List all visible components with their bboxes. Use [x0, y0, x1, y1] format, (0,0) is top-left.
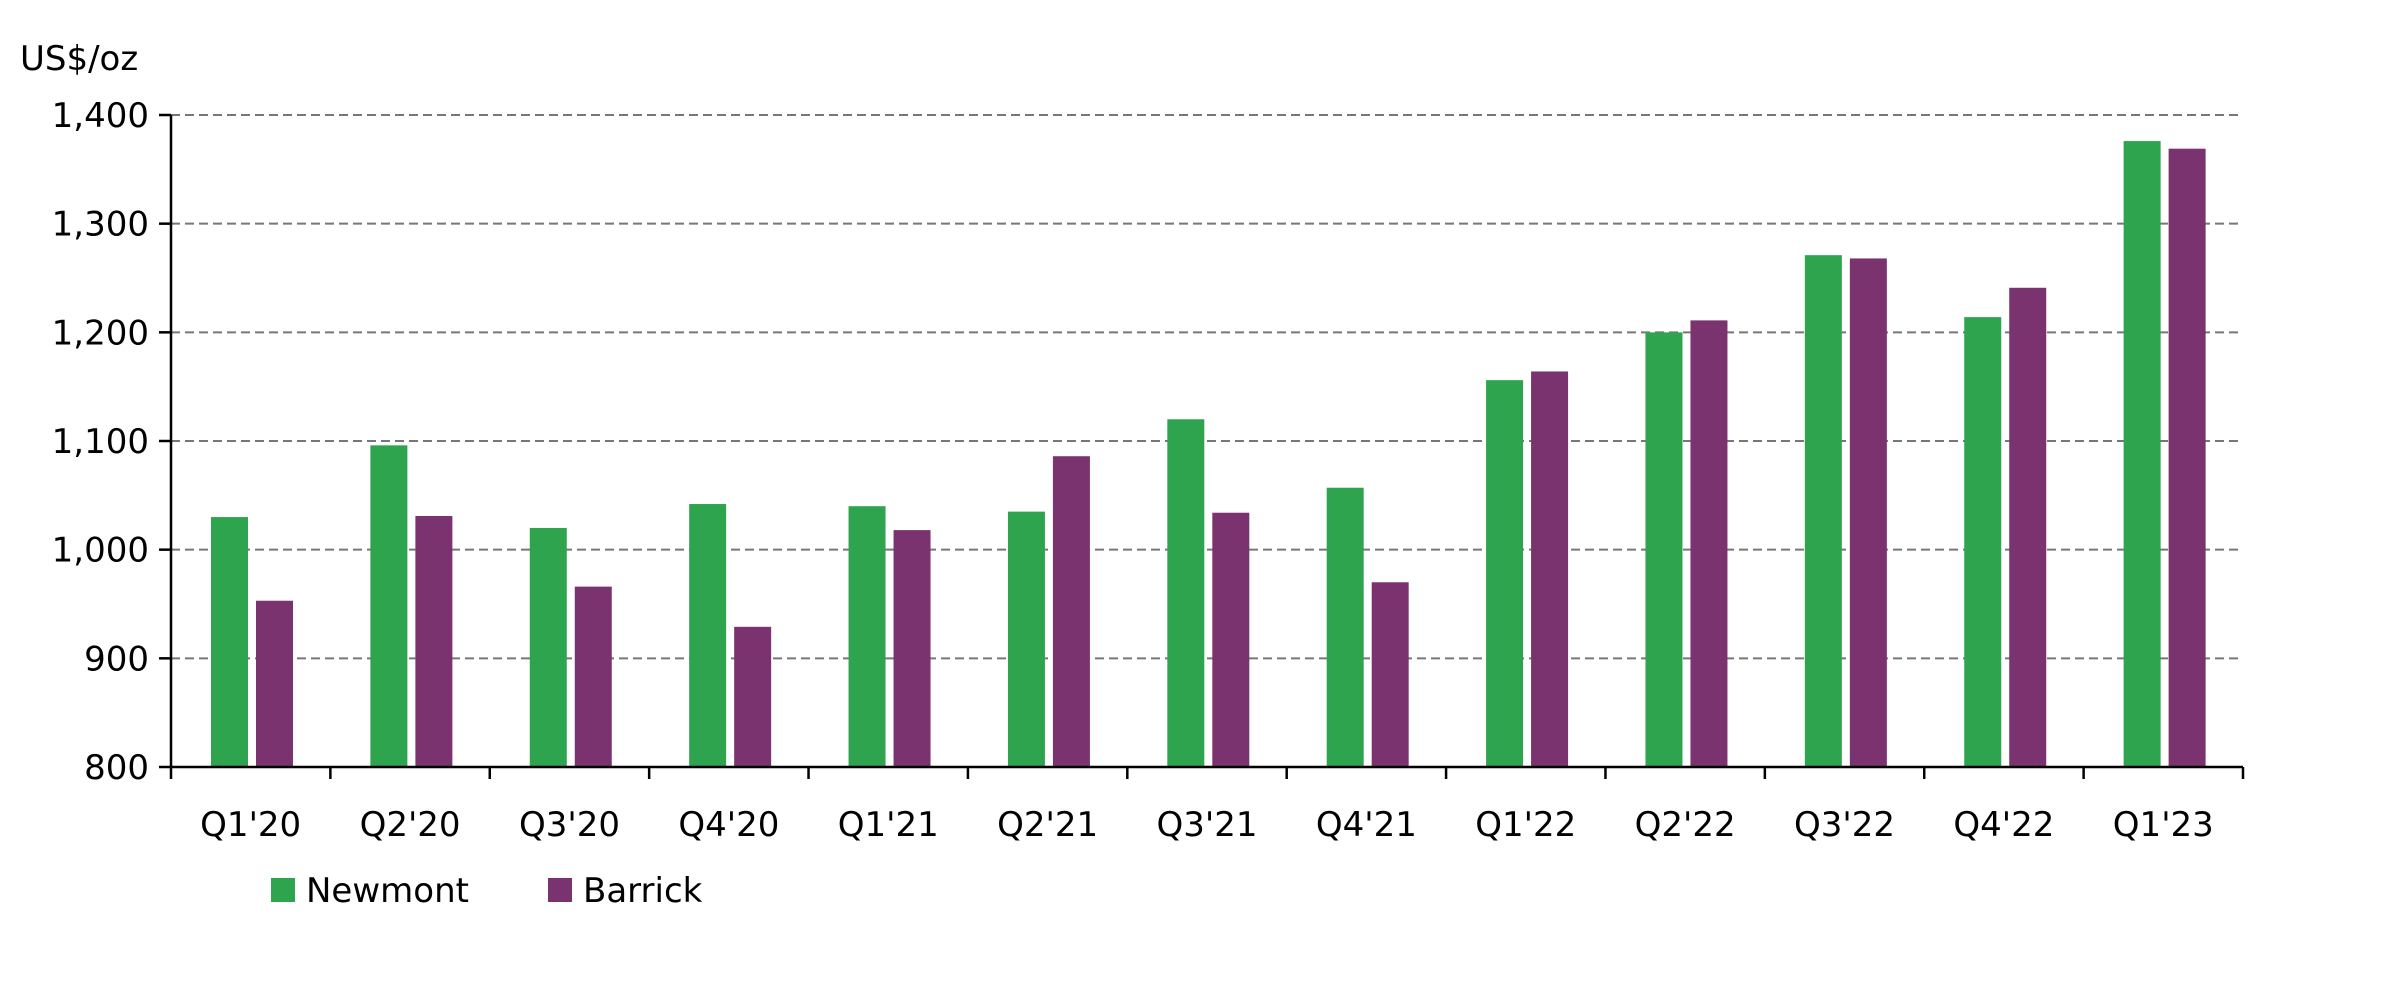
x-tick-label: Q1'21: [838, 805, 939, 845]
bar-newmont: [1486, 380, 1524, 767]
bar-barrick: [1371, 582, 1409, 767]
bar-barrick: [2168, 148, 2206, 768]
y-axis-label: US$/oz: [20, 39, 138, 79]
y-tick-label: 1,000: [52, 531, 149, 571]
legend-label-newmont: Newmont: [306, 871, 469, 911]
y-tick-label: 900: [84, 639, 149, 679]
x-tick-label: Q4'22: [1953, 805, 2054, 845]
bar-barrick: [415, 515, 453, 767]
legend-swatch-barrick: [548, 878, 572, 902]
y-tick-label: 800: [84, 748, 149, 788]
x-tick-label: Q3'22: [1794, 805, 1895, 845]
gridlines: [171, 114, 2243, 660]
bar-barrick: [1690, 320, 1728, 767]
bar-newmont: [1964, 317, 2002, 767]
x-tick-label: Q1'20: [200, 805, 301, 845]
bar-newmont: [1645, 332, 1683, 767]
bar-barrick: [1849, 258, 1887, 767]
bar-barrick: [893, 530, 931, 767]
y-tick-label: 1,100: [52, 422, 149, 462]
y-tick-label: 1,400: [52, 96, 149, 136]
bar-barrick: [734, 626, 772, 767]
bar-newmont: [529, 527, 567, 767]
legend: Newmont Barrick: [271, 871, 703, 911]
bar-barrick: [1212, 512, 1250, 767]
bar-barrick: [1052, 456, 1090, 767]
y-tick-label: 1,200: [52, 313, 149, 353]
x-tick-label: Q2'21: [997, 805, 1098, 845]
legend-label-barrick: Barrick: [583, 871, 703, 911]
bar-newmont: [1804, 255, 1842, 767]
bar-newmont: [689, 504, 727, 767]
bar-barrick: [1531, 371, 1569, 767]
bar-newmont: [1007, 511, 1045, 767]
bar-newmont: [1326, 487, 1364, 767]
bar-newmont: [211, 517, 248, 767]
bar-newmont: [370, 445, 408, 767]
x-tick-label: Q4'21: [1316, 805, 1417, 845]
x-tick-label: Q2'20: [360, 805, 461, 845]
bar-barrick: [2009, 287, 2047, 767]
bar-newmont: [1167, 419, 1205, 767]
y-tick-label: 1,300: [52, 205, 149, 245]
bars: [211, 141, 2206, 768]
x-tick-label: Q4'20: [678, 805, 779, 845]
x-tick-label: Q1'23: [2113, 805, 2214, 845]
x-tick-label: Q3'20: [519, 805, 620, 845]
x-tick-label: Q3'21: [1156, 805, 1257, 845]
bar-barrick: [256, 600, 293, 767]
bar-newmont: [848, 506, 886, 767]
legend-swatch-newmont: [271, 878, 295, 902]
x-tick-label: Q1'22: [1475, 805, 1576, 845]
bar-barrick: [574, 586, 612, 767]
x-tick-label: Q2'22: [1635, 805, 1736, 845]
axes: 800 900 1,000 1,100 1,200 1,300 1,400 Q1'20 Q2'2…: [52, 96, 2245, 845]
bar-newmont: [2123, 141, 2161, 767]
